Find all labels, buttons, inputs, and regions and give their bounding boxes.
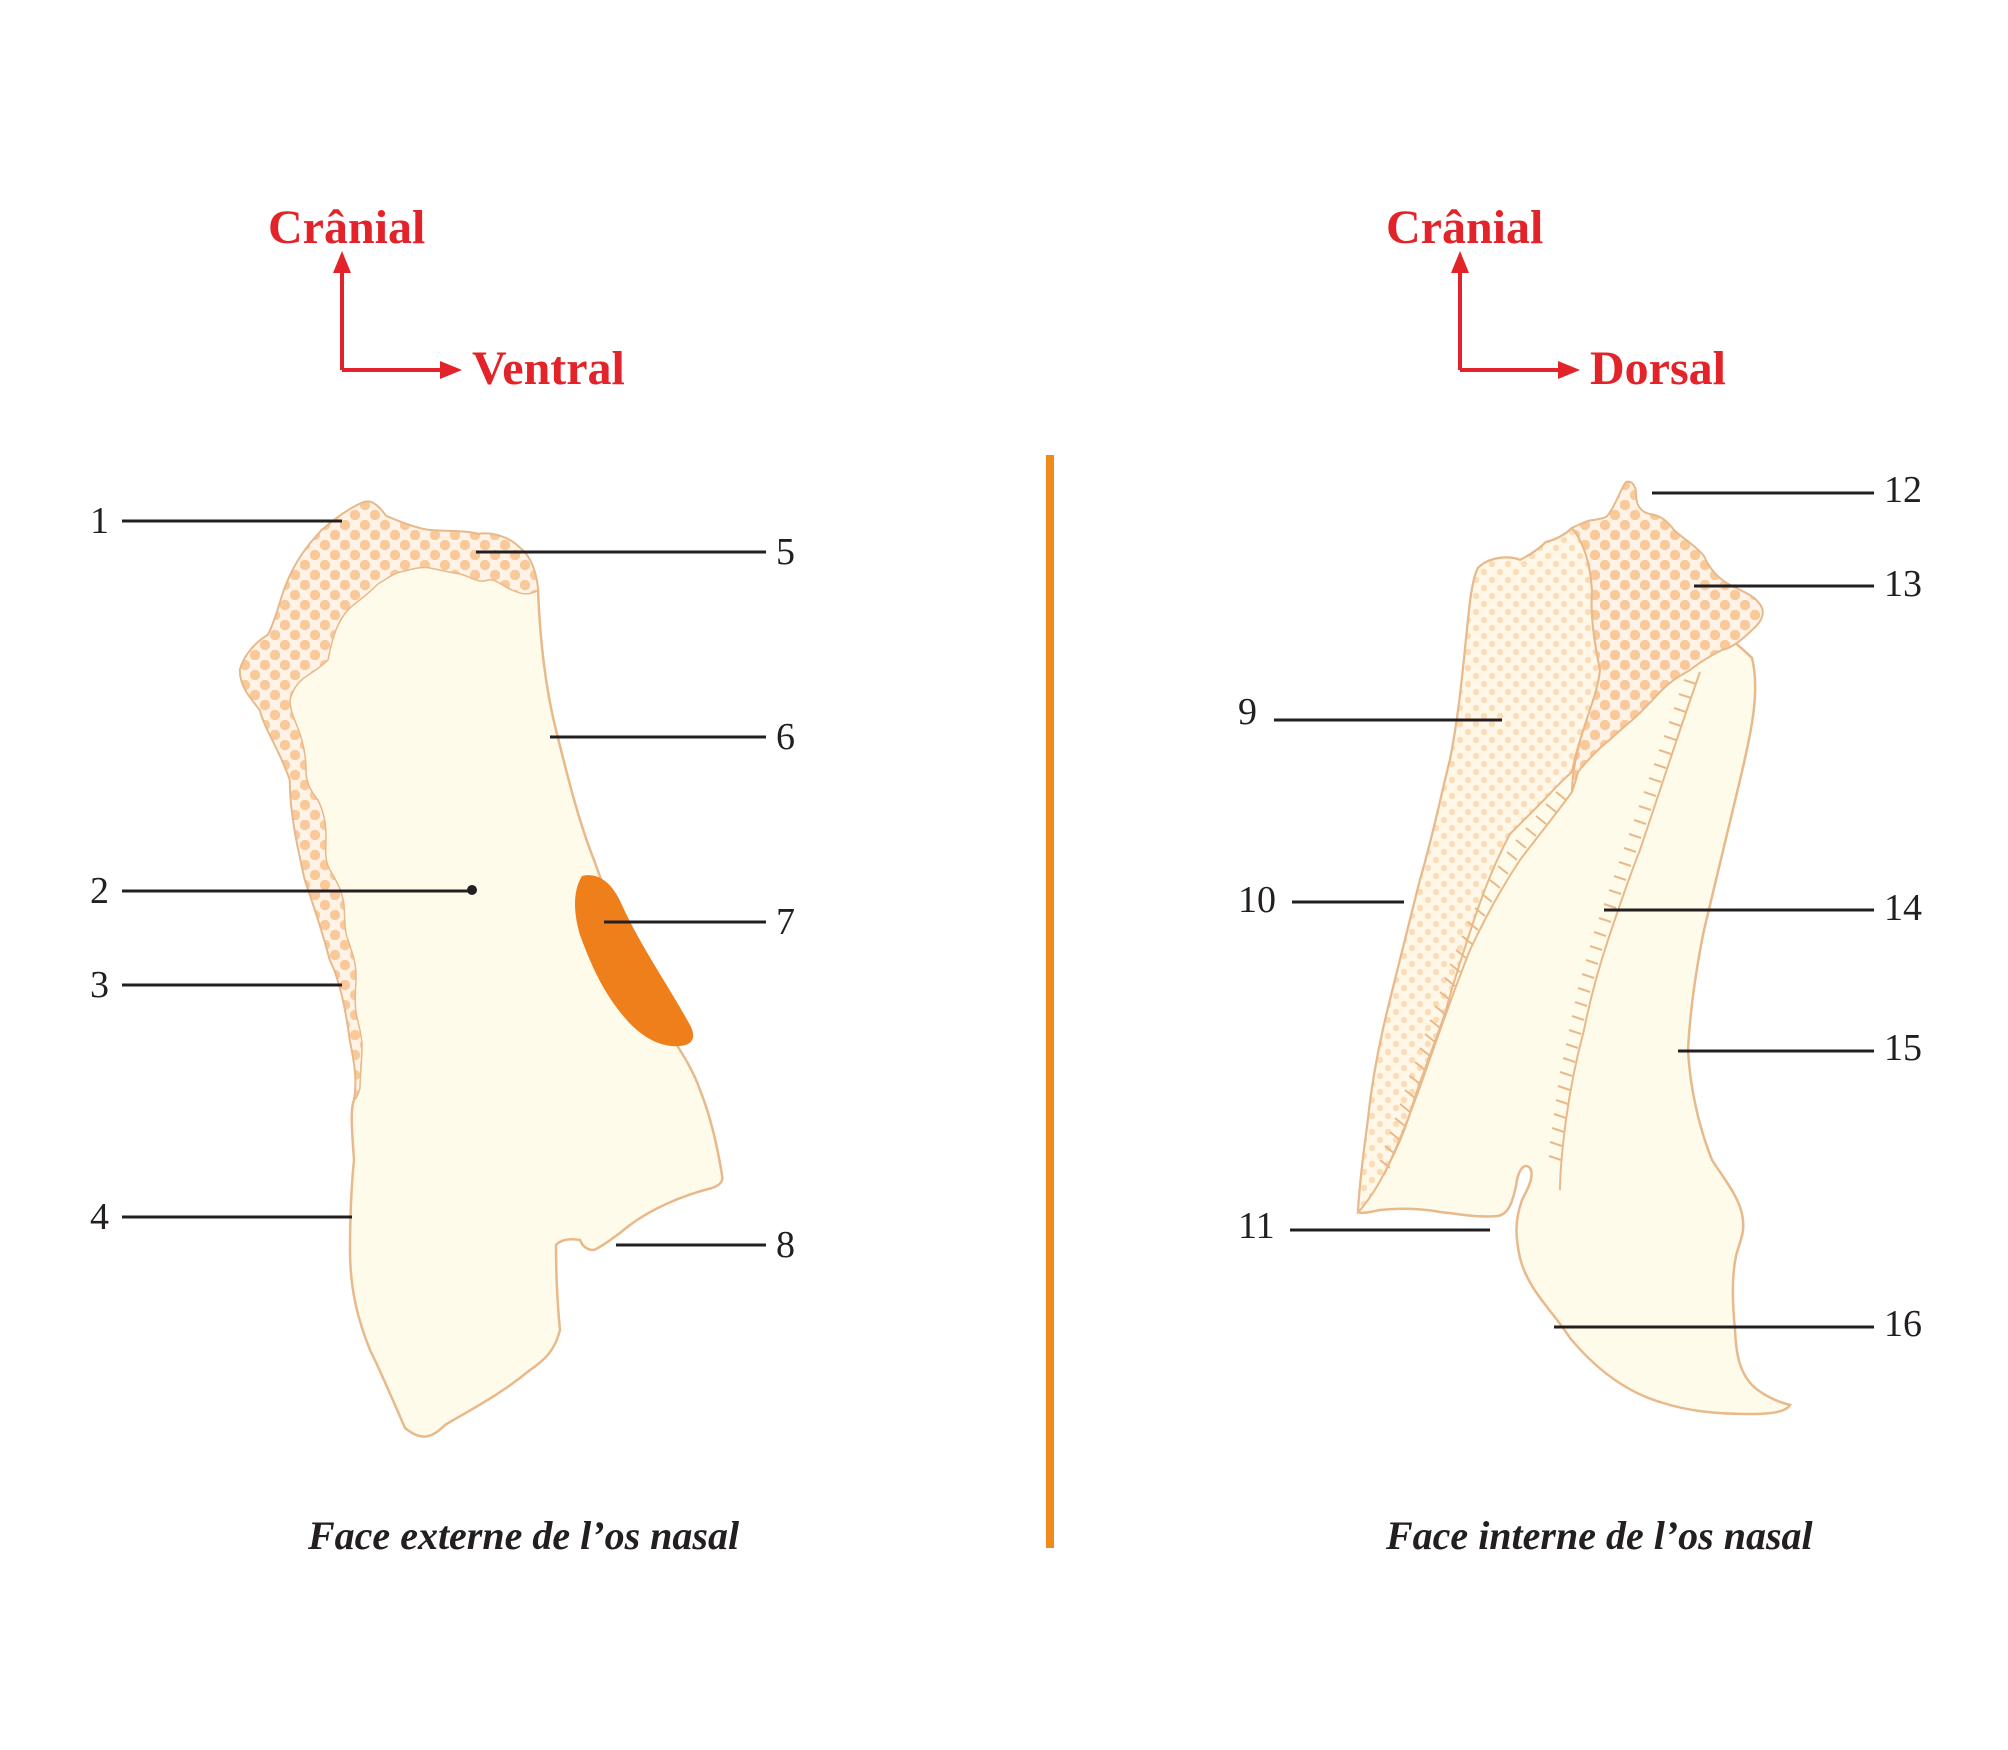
- label-11: 11: [1238, 1205, 1275, 1247]
- up-arrowhead-icon: [1451, 251, 1469, 273]
- label-8: 8: [776, 1224, 795, 1266]
- label-16: 16: [1884, 1303, 1922, 1345]
- internal-ridge-11-hatching: [1379, 791, 1567, 1169]
- label-7: 7: [776, 901, 795, 943]
- external-foramen-7: [575, 875, 694, 1047]
- up-arrowhead-icon: [333, 251, 351, 273]
- left-orientation-indicator: Crânial Ventral: [268, 201, 625, 395]
- label-5: 5: [776, 531, 795, 573]
- external-labels: 1 2 3 4 5 6 7 8: [90, 500, 795, 1266]
- label-12: 12: [1884, 469, 1922, 511]
- right-arrowhead-icon: [440, 361, 462, 379]
- internal-ridge-14-hatching: [1548, 679, 1697, 1161]
- right-orientation-indicator: Crânial Dorsal: [1386, 201, 1726, 395]
- left-orientation-up-label: Crânial: [268, 201, 425, 254]
- external-suture-band: [239, 501, 539, 1101]
- internal-ridge-14: [1559, 671, 1701, 1191]
- internal-face-caption: Face interne de l’os nasal: [1385, 1513, 1814, 1558]
- label-3: 3: [90, 964, 109, 1006]
- label-13: 13: [1884, 563, 1922, 605]
- internal-labels: 9 10 11 12 13 14 15 16: [1238, 469, 1922, 1345]
- internal-ridge-11: [1383, 791, 1573, 1176]
- right-orientation-right-label: Dorsal: [1590, 342, 1726, 395]
- label-9: 9: [1238, 691, 1257, 733]
- left-orientation-right-label: Ventral: [472, 342, 625, 395]
- label-2: 2: [90, 870, 109, 912]
- label-14: 14: [1884, 887, 1922, 929]
- label-4: 4: [90, 1196, 109, 1238]
- external-point-2: [467, 885, 477, 895]
- label-6: 6: [776, 716, 795, 758]
- external-face-caption: Face externe de l’os nasal: [307, 1513, 740, 1558]
- label-1: 1: [90, 500, 109, 542]
- label-15: 15: [1884, 1027, 1922, 1069]
- right-arrowhead-icon: [1558, 361, 1580, 379]
- external-face-bone: [238, 500, 724, 1438]
- internal-region-13: [1570, 480, 1764, 793]
- right-orientation-up-label: Crânial: [1386, 201, 1543, 254]
- internal-face-bone: [1356, 480, 1792, 1416]
- label-10: 10: [1238, 879, 1276, 921]
